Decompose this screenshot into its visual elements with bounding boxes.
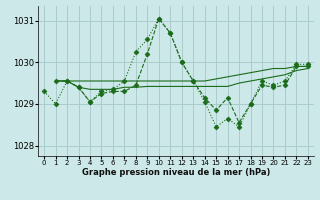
X-axis label: Graphe pression niveau de la mer (hPa): Graphe pression niveau de la mer (hPa)	[82, 168, 270, 177]
